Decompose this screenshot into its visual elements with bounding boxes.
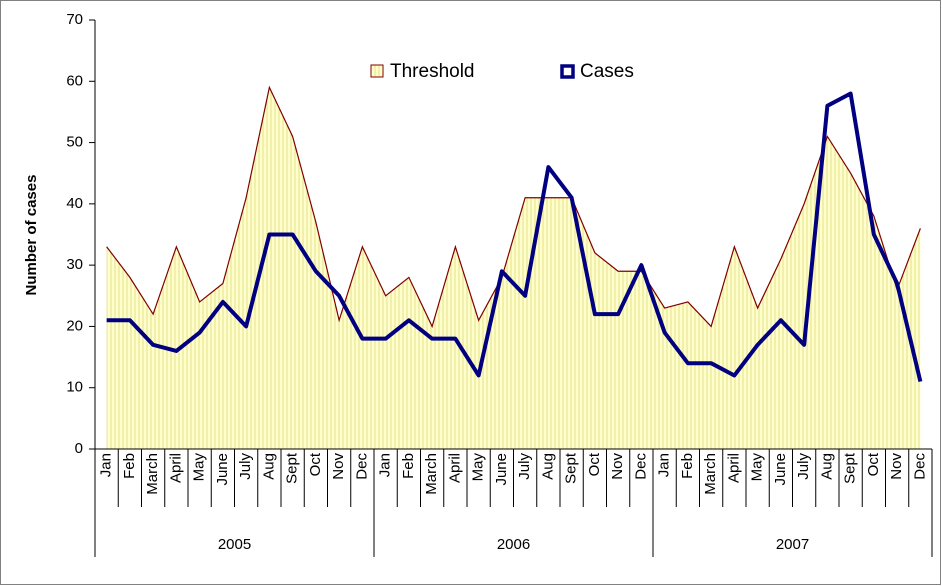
x-tick-label: Dec [353, 453, 370, 480]
x-tick-label: June [493, 453, 510, 486]
y-tick-label: 70 [66, 11, 83, 28]
x-tick-label: Nov [888, 453, 905, 480]
legend-swatch [370, 64, 384, 78]
x-tick-label: Feb [400, 453, 417, 479]
group-label: 2006 [497, 536, 530, 553]
x-tick-label: June [214, 453, 231, 486]
x-tick-label: Jan [377, 453, 394, 477]
x-tick-label: March [423, 453, 440, 495]
x-tick-label: July [237, 453, 254, 480]
y-tick-label: 0 [75, 440, 83, 457]
y-axis-title: Number of cases [23, 175, 40, 296]
y-tick-label: 20 [66, 317, 83, 334]
x-tick-label: Aug [260, 453, 277, 480]
threshold-line [106, 85, 921, 329]
y-tick-label: 50 [66, 134, 83, 151]
x-tick-label: Oct [307, 452, 324, 476]
x-tick-label: Oct [865, 452, 882, 476]
x-tick-label: Aug [818, 453, 835, 480]
x-tick-label: July [795, 453, 812, 480]
x-tick-label: May [191, 453, 208, 482]
group-label: 2005 [218, 536, 251, 553]
y-tick-label: 30 [66, 256, 83, 273]
x-tick-label: Oct [586, 452, 603, 476]
x-tick-label: Nov [330, 453, 347, 480]
x-tick-label: Sept [842, 452, 859, 484]
x-tick-label: April [725, 453, 742, 483]
y-tick-label: 60 [66, 72, 83, 89]
x-tick-label: April [167, 453, 184, 483]
threshold-area [106, 87, 921, 450]
x-tick-label: Nov [609, 453, 626, 480]
x-tick-label: May [470, 453, 487, 482]
x-tick-label: Sept [563, 452, 580, 484]
x-tick-label: April [446, 453, 463, 483]
x-tick-label: Aug [539, 453, 556, 480]
group-label: 2007 [776, 536, 809, 553]
x-tick-label: Sept [284, 452, 301, 484]
x-tick-label: Dec [632, 453, 649, 480]
legend-label: Cases [580, 61, 634, 82]
y-tick-label: 40 [66, 195, 83, 212]
x-tick-label: Jan [656, 453, 673, 477]
x-tick-label: Feb [679, 453, 696, 479]
x-tick-label: Dec [911, 453, 928, 480]
y-tick-label: 10 [66, 379, 83, 396]
x-tick-label: March [144, 453, 161, 495]
legend-label: Threshold [390, 61, 475, 82]
x-tick-label: May [749, 453, 766, 482]
legend-swatch [560, 64, 575, 79]
x-tick-label: March [702, 453, 719, 495]
x-tick-label: Feb [121, 453, 138, 479]
x-tick-label: July [516, 453, 533, 480]
x-tick-label: June [772, 453, 789, 486]
cases-line [106, 91, 923, 383]
x-tick-label: Jan [98, 453, 115, 477]
